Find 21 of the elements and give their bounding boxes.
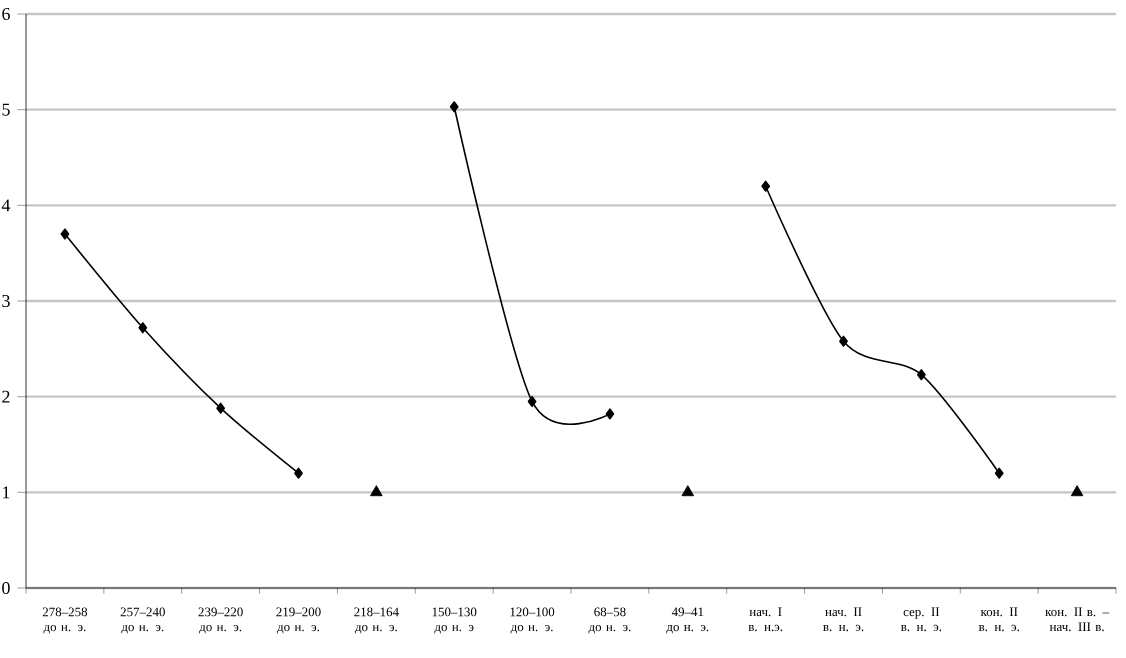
point <box>527 395 537 408</box>
point <box>994 467 1004 479</box>
point <box>1070 485 1084 497</box>
y-tick-label: 2 <box>2 390 10 403</box>
y-tick-label: 4 <box>1 199 11 212</box>
y-tick-label: 3 <box>2 294 10 308</box>
point <box>216 402 226 414</box>
y-tick-label: 6 <box>2 7 10 21</box>
point <box>916 369 926 381</box>
point <box>761 180 771 192</box>
point <box>138 322 148 334</box>
point <box>605 408 615 420</box>
point <box>60 228 70 240</box>
point <box>449 101 459 113</box>
y-tick-label: 1 <box>3 486 10 499</box>
point <box>294 467 303 479</box>
y-tick-label: 0 <box>2 581 10 595</box>
y-tick-label: 5 <box>2 103 10 116</box>
point <box>681 485 695 497</box>
point <box>839 335 848 347</box>
point <box>370 485 383 497</box>
